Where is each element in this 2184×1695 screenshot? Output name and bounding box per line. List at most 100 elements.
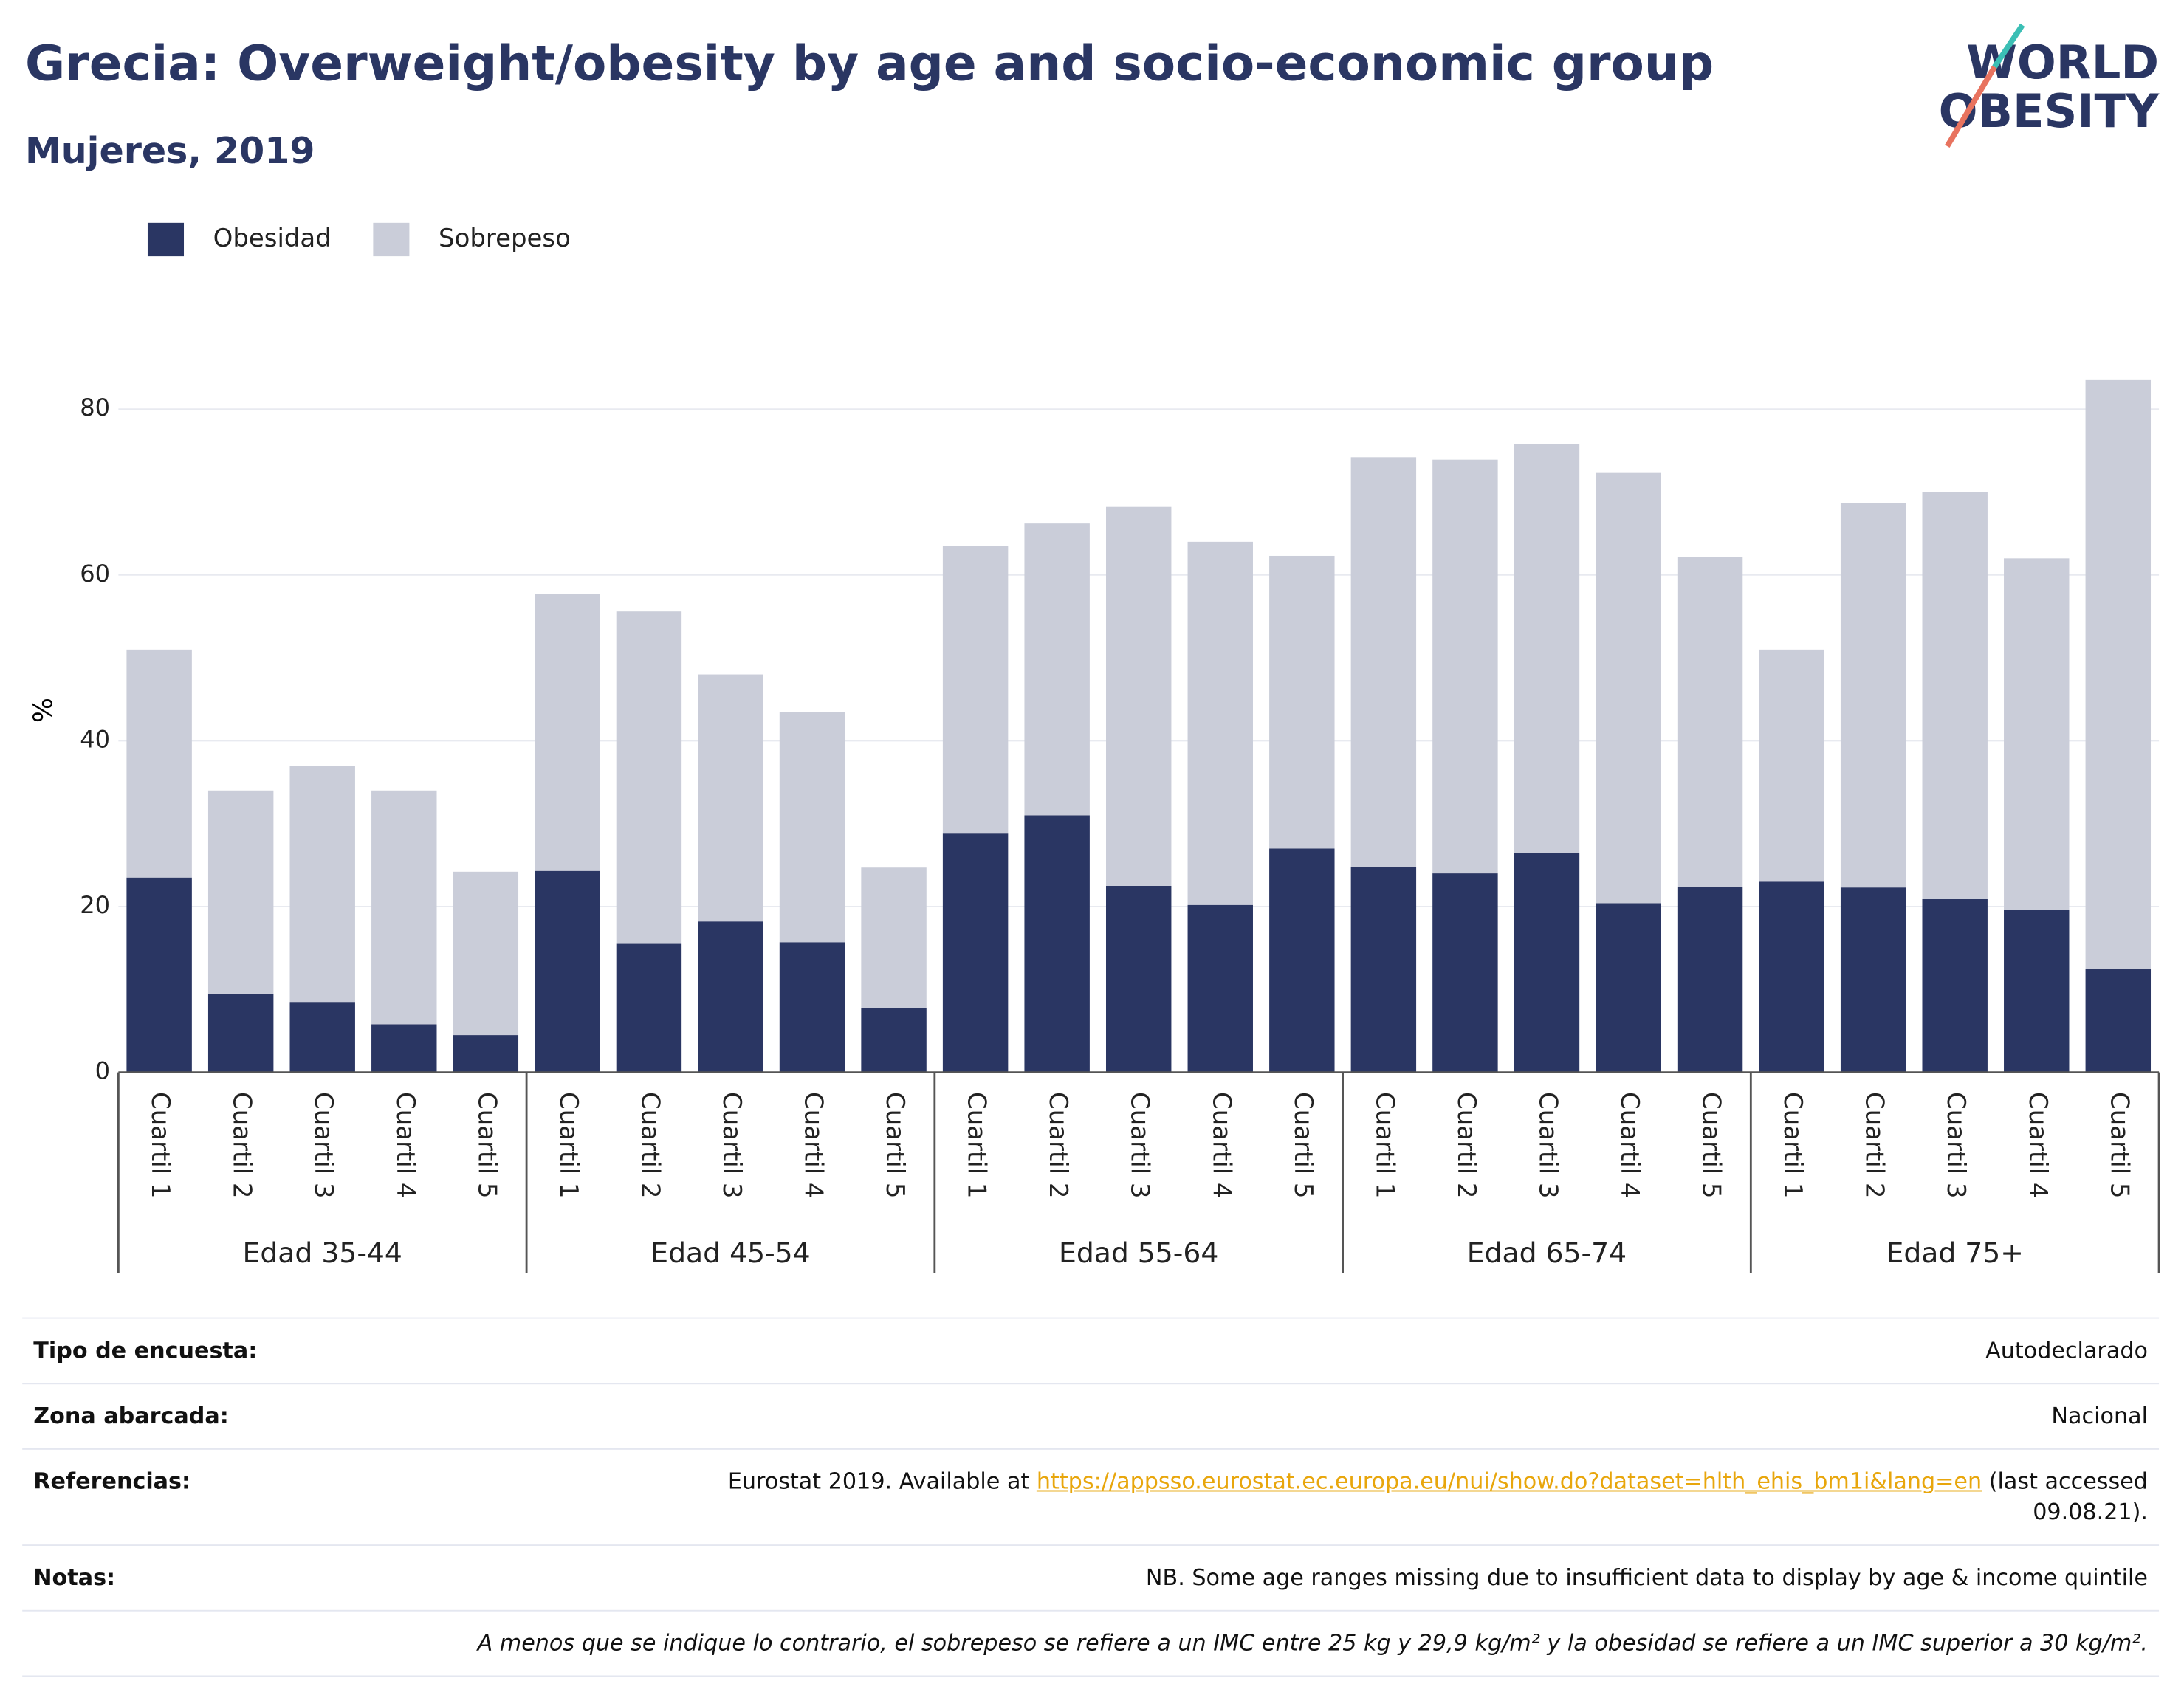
bar-segment bbox=[779, 712, 845, 943]
legend-swatch bbox=[373, 222, 410, 257]
bar-segment bbox=[371, 790, 437, 1025]
row-label: Notas: bbox=[33, 1564, 116, 1591]
bar-segment bbox=[616, 611, 682, 944]
legend-swatch bbox=[147, 222, 185, 257]
bar-segment bbox=[535, 870, 600, 1073]
x-tick-label: Cuartil 2 bbox=[1860, 1092, 1889, 1199]
bar-segment bbox=[1922, 898, 1988, 1073]
bar-segment bbox=[1187, 541, 1253, 905]
row-value: Nacional bbox=[2051, 1402, 2148, 1429]
x-tick-label: Cuartil 3 bbox=[309, 1092, 338, 1199]
bar-segment bbox=[2004, 910, 2070, 1073]
group-label: Edad 35-44 bbox=[243, 1237, 402, 1269]
bar-segment bbox=[289, 766, 355, 1003]
legend-label: Obesidad bbox=[213, 224, 332, 253]
x-tick-label: Cuartil 4 bbox=[391, 1092, 420, 1199]
x-tick-label: Cuartil 5 bbox=[472, 1092, 501, 1199]
bar-segment bbox=[1350, 457, 1417, 867]
bar-segment bbox=[1024, 815, 1090, 1073]
row-label: Referencias: bbox=[33, 1468, 191, 1495]
y-tick-label: 60 bbox=[80, 560, 110, 588]
x-tick-label: Cuartil 4 bbox=[1206, 1092, 1236, 1199]
bar-segment bbox=[1024, 523, 1090, 816]
x-tick-label: Cuartil 3 bbox=[1941, 1092, 1971, 1199]
x-tick-label: Cuartil 1 bbox=[1370, 1092, 1399, 1199]
bar-segment bbox=[1105, 885, 1172, 1073]
footer-row: Zona abarcada: Nacional bbox=[22, 1383, 2160, 1448]
group-label: Edad 45-54 bbox=[650, 1237, 810, 1269]
bar-segment bbox=[535, 594, 600, 871]
x-tick-label: Cuartil 5 bbox=[880, 1092, 910, 1199]
x-tick-label: Cuartil 3 bbox=[717, 1092, 746, 1199]
x-tick-label: Cuartil 3 bbox=[1533, 1092, 1562, 1199]
bar-segment bbox=[1350, 867, 1417, 1073]
row-value: NB. Some age ranges missing due to insuf… bbox=[1145, 1564, 2148, 1591]
ref-text: Eurostat 2019. Available at bbox=[727, 1468, 1030, 1495]
bar-segment bbox=[1269, 555, 1335, 849]
x-tick-label: Cuartil 1 bbox=[1778, 1092, 1807, 1199]
group-label: Edad 55-64 bbox=[1059, 1237, 1218, 1269]
x-tick-label: Cuartil 2 bbox=[1452, 1092, 1481, 1199]
bar-segment bbox=[207, 790, 274, 994]
y-tick-label: 20 bbox=[80, 891, 110, 919]
bar-segment bbox=[698, 921, 763, 1073]
x-tick-label: Cuartil 1 bbox=[962, 1092, 992, 1199]
group-label: Edad 65-74 bbox=[1467, 1237, 1627, 1269]
bar-segment bbox=[616, 943, 682, 1073]
footer: Tipo de encuesta: Autodeclarado Zona abarc… bbox=[22, 1317, 2160, 1677]
bar-segment bbox=[207, 993, 274, 1073]
bar-segment bbox=[1514, 444, 1580, 853]
bar-segment bbox=[1759, 649, 1824, 882]
x-tick-label: Cuartil 3 bbox=[1125, 1092, 1155, 1199]
x-tick-label: Cuartil 2 bbox=[227, 1092, 257, 1199]
bar-segment bbox=[126, 877, 192, 1073]
bar-segment bbox=[453, 871, 519, 1036]
bar-segment bbox=[1432, 459, 1498, 874]
logo-slash bbox=[1992, 23, 2025, 69]
chart: Grecia: Overweight/obesity by age and so… bbox=[25, 23, 2160, 1273]
x-tick-label: Cuartil 4 bbox=[2023, 1092, 2053, 1199]
bar-segment bbox=[1596, 472, 1661, 904]
bar-segment bbox=[698, 674, 763, 922]
footer-note: A menos que se indique lo contrario, el … bbox=[477, 1629, 2148, 1657]
footer-row: Referencias: Eurostat 2019. Available at … bbox=[22, 1448, 2160, 1544]
x-tick-label: Cuartil 5 bbox=[2104, 1092, 2134, 1199]
x-tick-label: Cuartil 2 bbox=[1043, 1092, 1073, 1199]
bar-segment bbox=[1840, 503, 1906, 888]
bar-segment bbox=[1269, 848, 1335, 1073]
bar-segment bbox=[942, 833, 1009, 1073]
group-label: Edad 75+ bbox=[1886, 1237, 2023, 1269]
bar-segment bbox=[1677, 887, 1743, 1073]
row-label: Tipo de encuesta: bbox=[33, 1337, 258, 1364]
bar-segment bbox=[1677, 557, 1743, 887]
row-label: Zona abarcada: bbox=[33, 1402, 229, 1429]
y-tick-label: 80 bbox=[80, 393, 110, 422]
y-tick-label: 0 bbox=[95, 1057, 110, 1085]
bar-segment bbox=[1187, 904, 1253, 1073]
row-value: Eurostat 2019. Available at https://apps… bbox=[671, 1466, 2148, 1527]
y-tick-label: 40 bbox=[80, 725, 110, 753]
ref-link[interactable]: https://appsso.eurostat.ec.europa.eu/nui… bbox=[1036, 1468, 1982, 1495]
x-tick-label: Cuartil 1 bbox=[554, 1092, 583, 1199]
footer-note-row: A menos que se indique lo contrario, el … bbox=[22, 1609, 2160, 1677]
bar-segment bbox=[2085, 969, 2152, 1073]
x-tick-label: Cuartil 5 bbox=[1288, 1092, 1318, 1199]
row-value: Autodeclarado bbox=[1985, 1337, 2148, 1364]
x-tick-label: Cuartil 4 bbox=[1615, 1092, 1644, 1199]
footer-row: Tipo de encuesta: Autodeclarado bbox=[22, 1317, 2160, 1383]
bar-segment bbox=[126, 649, 192, 878]
x-tick-label: Cuartil 4 bbox=[799, 1092, 828, 1199]
bar-segment bbox=[2004, 558, 2070, 910]
bar-segment bbox=[289, 1002, 355, 1073]
ref-text: (last accessed 09.08.21). bbox=[1988, 1468, 2148, 1525]
bar-segment bbox=[453, 1035, 519, 1073]
y-axis-label: % bbox=[28, 698, 58, 723]
bar-segment bbox=[942, 546, 1009, 834]
x-tick-label: Cuartil 5 bbox=[1697, 1092, 1726, 1199]
bar-segment bbox=[1105, 506, 1172, 886]
bar-segment bbox=[371, 1024, 437, 1073]
bar-segment bbox=[1432, 873, 1498, 1073]
bar-segment bbox=[1759, 881, 1824, 1073]
